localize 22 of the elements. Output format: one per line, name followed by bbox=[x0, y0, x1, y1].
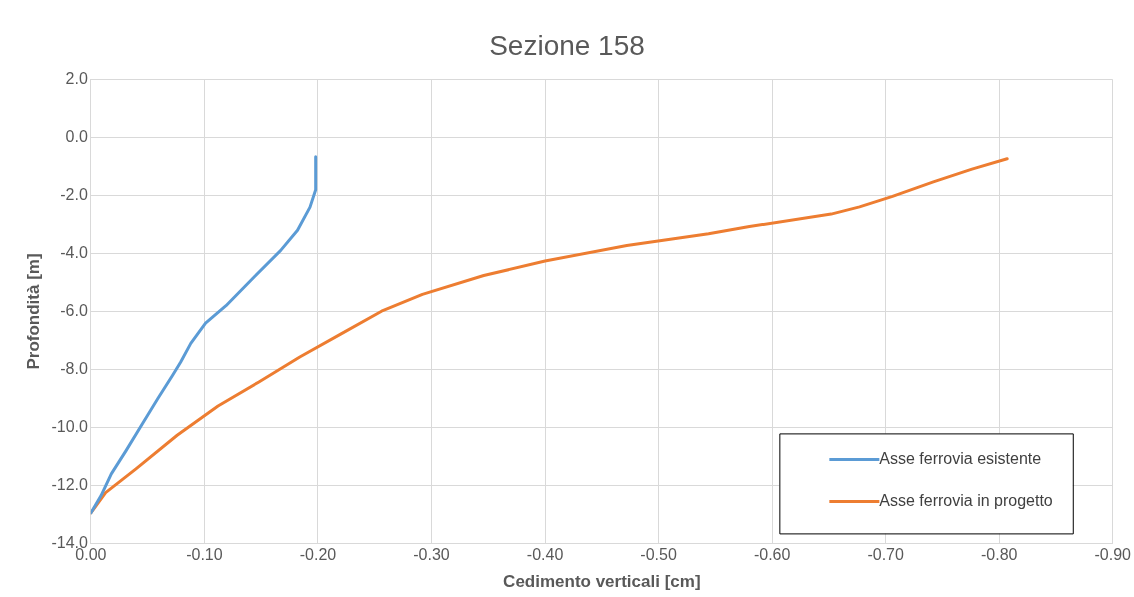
y-tick-label: 0.0 bbox=[65, 127, 88, 145]
y-tick-label: -12.0 bbox=[51, 475, 88, 493]
legend-label: Asse ferrovia esistente bbox=[879, 449, 1042, 467]
y-tick-label: -8.0 bbox=[60, 359, 88, 377]
x-tick-label: -0.20 bbox=[299, 546, 337, 564]
x-tick-label: -0.60 bbox=[753, 546, 791, 564]
y-tick-label: -6.0 bbox=[60, 301, 88, 319]
x-tick-label: -0.40 bbox=[526, 546, 564, 564]
x-tick-label: -0.50 bbox=[640, 546, 677, 564]
y-axis-title: Profondità [m] bbox=[23, 253, 43, 370]
x-tick-label: -0.90 bbox=[1094, 546, 1132, 564]
x-tick-label: -0.80 bbox=[980, 546, 1018, 564]
y-tick-label: -10.0 bbox=[51, 417, 88, 435]
legend-label: Asse ferrovia in progetto bbox=[879, 491, 1053, 509]
y-tick-label: -2.0 bbox=[60, 185, 88, 203]
x-axis-title: Cedimento verticali [cm] bbox=[503, 572, 701, 592]
y-tick-label: 2.0 bbox=[65, 70, 88, 88]
y-tick-label: -4.0 bbox=[60, 243, 88, 261]
x-tick-label: -0.10 bbox=[186, 546, 223, 564]
x-tick-label: -0.70 bbox=[867, 546, 905, 564]
x-tick-label: -0.30 bbox=[413, 546, 450, 564]
chart-title: Sezione 158 bbox=[489, 29, 645, 61]
